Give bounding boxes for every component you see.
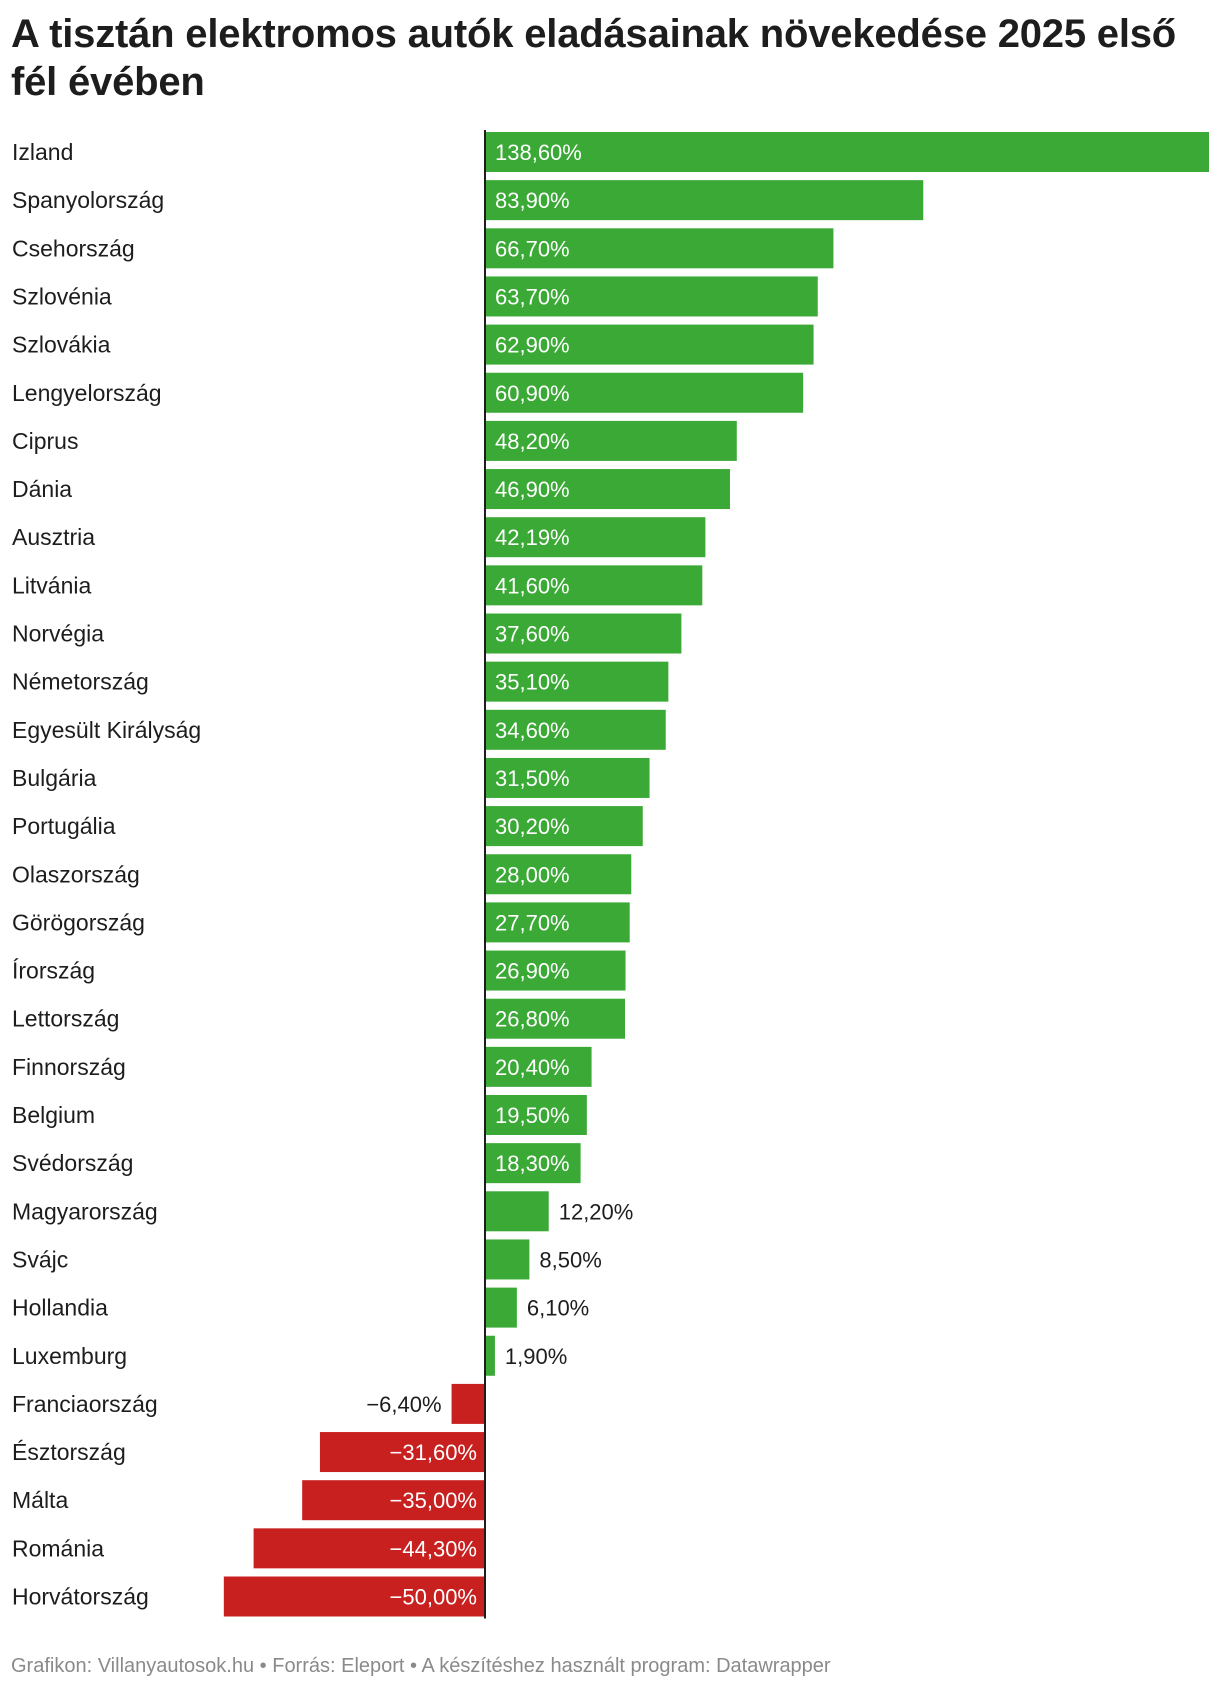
- bar-positive: [485, 1095, 587, 1135]
- category-label: Bulgária: [12, 765, 97, 791]
- bar-positive: [485, 565, 703, 606]
- data-label: 35,10%: [495, 670, 570, 695]
- bar-negative: [451, 1383, 485, 1424]
- data-label: −31,60%: [390, 1440, 477, 1465]
- data-label: −44,30%: [390, 1536, 477, 1561]
- category-label: Észtország: [12, 1439, 126, 1465]
- data-label: −35,00%: [390, 1488, 477, 1513]
- footer-credits: Grafikon: Villanyautosok.hu • Forrás: El…: [11, 1655, 831, 1677]
- data-label: 63,70%: [495, 284, 570, 309]
- bar-negative: [319, 1432, 485, 1473]
- data-label: 62,90%: [495, 333, 570, 358]
- data-label: 1,90%: [505, 1344, 567, 1369]
- data-label: 28,00%: [495, 862, 570, 887]
- bar-positive: [485, 228, 834, 269]
- bar-positive: [485, 1335, 495, 1376]
- bar-positive: [485, 180, 924, 221]
- category-label: Ciprus: [12, 428, 78, 454]
- bar-positive: [485, 276, 818, 317]
- bar-negative: [253, 1528, 485, 1569]
- category-label: Norvégia: [12, 621, 104, 647]
- category-label: Málta: [12, 1487, 68, 1513]
- bar-positive: [485, 757, 650, 798]
- data-label: −6,40%: [366, 1392, 441, 1417]
- data-label: 12,20%: [559, 1199, 634, 1224]
- data-label: 66,70%: [495, 236, 570, 261]
- data-label: 20,40%: [495, 1055, 570, 1080]
- data-label: 48,20%: [495, 429, 570, 454]
- bar-negative: [223, 1576, 485, 1617]
- category-label: Szlovénia: [12, 283, 112, 309]
- bar-positive: [485, 1287, 517, 1328]
- bar-positive: [485, 324, 814, 365]
- category-label: Lettország: [12, 1006, 119, 1032]
- data-label: 19,50%: [495, 1103, 570, 1128]
- category-label: Franciaország: [12, 1391, 158, 1417]
- category-label: Lengyelország: [12, 380, 162, 406]
- data-label: 8,50%: [539, 1247, 601, 1272]
- bar-positive: [485, 902, 630, 943]
- category-label: Görögország: [12, 909, 145, 935]
- bar-positive: [485, 998, 625, 1039]
- bar-positive: [485, 517, 706, 558]
- bars: [223, 132, 1209, 1617]
- bar-positive: [485, 854, 632, 895]
- data-label: 83,90%: [495, 188, 570, 213]
- category-labels: Izland Spanyolország Csehország Szlovénia Sz…: [12, 139, 201, 1610]
- data-label: 27,70%: [495, 910, 570, 935]
- category-label: Portugália: [12, 813, 116, 839]
- data-label: 30,20%: [495, 814, 570, 839]
- category-label: Dánia: [12, 476, 72, 502]
- category-label: Szlovákia: [12, 332, 111, 358]
- data-label: 42,19%: [495, 525, 570, 550]
- category-label: Spanyolország: [12, 187, 164, 213]
- category-label: Egyesült Királyság: [12, 717, 201, 743]
- data-label: 46,90%: [495, 477, 570, 502]
- data-label: −50,00%: [390, 1585, 477, 1610]
- bar-positive: [485, 1239, 530, 1280]
- data-label: 31,50%: [495, 766, 570, 791]
- value-labels: 138,60% 83,90% 66,70% 63,70% 62,90% 60,90% 48,…: [366, 140, 633, 1610]
- bar-positive: [485, 469, 730, 510]
- bar-positive: [485, 372, 804, 413]
- category-label: Belgium: [12, 1102, 95, 1128]
- data-label: 6,10%: [527, 1296, 589, 1321]
- category-label: Németország: [12, 669, 149, 695]
- category-label: Svédország: [12, 1150, 133, 1176]
- chart-title: A tisztán elektromos autók eladásainak n…: [11, 12, 1177, 104]
- data-label: 18,30%: [495, 1151, 570, 1176]
- bar-positive: [485, 661, 669, 702]
- bar-positive: [485, 1143, 581, 1184]
- bar-positive: [485, 709, 666, 750]
- bar-positive: [485, 1046, 592, 1087]
- bar-positive: [485, 950, 626, 991]
- category-label: Finnország: [12, 1054, 126, 1080]
- data-label: 34,60%: [495, 718, 570, 743]
- category-label: Litvánia: [12, 572, 91, 598]
- category-label: Ausztria: [12, 524, 95, 550]
- data-label: 26,80%: [495, 1007, 570, 1032]
- category-label: Írország: [12, 958, 95, 984]
- category-label: Izland: [12, 139, 73, 165]
- category-label: Olaszország: [12, 861, 140, 887]
- category-label: Csehország: [12, 235, 135, 261]
- category-label: Hollandia: [12, 1295, 108, 1321]
- category-label: Svájc: [12, 1246, 68, 1272]
- data-label: 138,60%: [495, 140, 582, 165]
- data-label: 26,90%: [495, 959, 570, 984]
- category-label: Luxemburg: [12, 1343, 127, 1369]
- bar-positive: [485, 806, 643, 847]
- bar-positive: [485, 1191, 549, 1232]
- category-label: Magyarország: [12, 1198, 158, 1224]
- bar-positive: [485, 132, 1209, 172]
- category-label: Románia: [12, 1535, 104, 1561]
- bar-positive: [485, 420, 737, 461]
- bar-negative: [302, 1480, 485, 1521]
- category-label: Horvátország: [12, 1584, 149, 1610]
- bar-positive: [485, 613, 682, 654]
- data-label: 37,60%: [495, 622, 570, 647]
- data-label: 60,90%: [495, 381, 570, 406]
- data-label: 41,60%: [495, 573, 570, 598]
